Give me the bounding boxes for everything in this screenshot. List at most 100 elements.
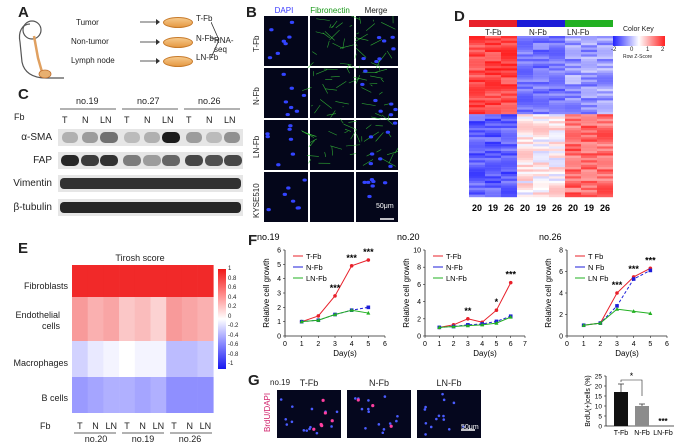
heatmap-cell (517, 52, 533, 55)
heatmap-cell (485, 82, 501, 85)
heatmap-cell (469, 77, 485, 80)
data-point (480, 322, 485, 327)
fibronectin-fiber (324, 151, 327, 158)
heatmap-cell (485, 40, 501, 44)
heatmap-cell (533, 157, 549, 161)
heatmap-cell (501, 45, 517, 48)
heatmap-cell (581, 194, 597, 198)
lane-label: T (186, 115, 192, 125)
fibronectin-fiber (381, 158, 396, 167)
nucleus (392, 121, 398, 125)
heatmap-cell (597, 139, 613, 142)
heatmap-cell (549, 109, 565, 113)
fibronectin-fiber (347, 64, 349, 70)
dapi-nucleus (424, 421, 428, 425)
significance-label: *** (330, 283, 341, 293)
heatmap-cell (517, 102, 533, 106)
heatmap-cell (501, 84, 517, 87)
heatmap-cell (565, 86, 581, 90)
heatmap-cell (501, 157, 517, 161)
x-tick-label: T-Fb (614, 430, 628, 437)
heatmap-cell (485, 141, 501, 145)
y-axis-label: Relative cell growth (544, 258, 553, 327)
heatmap-cell (597, 148, 613, 152)
panel-g: no.19 BrdU/DAPI T-Fb N-Fb LN-Fb 50μm (255, 372, 685, 444)
x-tick-label: 3 (466, 341, 470, 348)
heatmap-cell (581, 130, 597, 133)
heatmap-cell (501, 180, 517, 184)
legend-label: T-Fb (306, 252, 321, 261)
heatmap-cell (597, 162, 613, 165)
heatmap-cell (565, 169, 581, 172)
stain-label: BrdU/DAPI (263, 392, 272, 432)
heatmap-cell (533, 91, 549, 94)
significance-label: *** (363, 247, 374, 257)
heatmap-cell (517, 65, 533, 69)
row-endothelial: Endothelial cells (15, 310, 60, 331)
fibronectin-fiber (315, 31, 325, 35)
heatmap-cell (533, 130, 549, 133)
y-tick-label: 0 (277, 334, 281, 341)
sample-label: 26 (552, 203, 562, 213)
fibronectin-fiber (355, 74, 361, 84)
fibronectin-fiber (355, 48, 367, 58)
heatmap-cell (533, 72, 549, 76)
y-tick-label: 4 (417, 299, 421, 306)
heatmap-cell (501, 134, 517, 138)
heatmap-cell (469, 79, 485, 83)
heatmap-cell (581, 93, 597, 96)
heatmap-cell (501, 171, 517, 175)
blot-asma (58, 129, 243, 146)
heatmap-cell (517, 183, 533, 186)
brdu-nucleus (356, 398, 360, 402)
heatmap-cell (533, 146, 549, 149)
heatmap-cell (517, 123, 533, 126)
data-point (615, 291, 619, 295)
heatmap-cell (517, 63, 533, 67)
heatmap-cell (533, 88, 549, 92)
heatmap-cell (549, 180, 565, 184)
heatmap-cell (533, 82, 549, 85)
heatmap-cell (597, 54, 613, 57)
heatmap-cell (549, 137, 565, 140)
heatmap-cell (597, 40, 613, 44)
heatmap-cell (597, 157, 613, 161)
data-point (466, 317, 470, 321)
heatmap-cell (597, 151, 613, 154)
heatmap-cell (501, 118, 517, 122)
x-tick-label: 5 (494, 341, 498, 348)
fibronectin-fiber (327, 40, 330, 48)
converging-arrows (211, 22, 220, 59)
data-point (316, 314, 321, 318)
x-tick-label: 2 (452, 341, 456, 348)
lane-label: N (186, 421, 193, 431)
heatmap-cell (581, 86, 597, 90)
heatmap-cell (549, 70, 565, 73)
nucleus (378, 109, 383, 113)
heatmap-cell (565, 65, 581, 69)
nucleus (281, 39, 287, 43)
heatmap-cell (597, 84, 613, 87)
chart-title: no.26 (539, 232, 562, 242)
heatmap-cell (549, 100, 565, 103)
heatmap-cell (549, 52, 565, 55)
panel-letter-b: B (246, 4, 257, 21)
fibronectin-fiber (388, 153, 394, 164)
heatmap-cell (581, 79, 597, 83)
heatmap-cell (87, 297, 104, 341)
heatmap-cell (485, 111, 501, 115)
group-bar (469, 20, 517, 27)
blot-fap (58, 152, 243, 169)
legend-label: T-Fb (446, 252, 461, 261)
heatmap-cell (597, 174, 613, 177)
heatmap-cell (533, 75, 549, 78)
x-tick-label: 5 (366, 341, 370, 348)
heatmap-cell (549, 40, 565, 44)
heatmap-cell (549, 148, 565, 152)
fibronectin-fiber (365, 124, 372, 130)
dapi-nucleus (452, 401, 456, 405)
fibronectin-fiber (356, 32, 360, 35)
heatmap-cell (469, 178, 485, 182)
dapi-nucleus (330, 425, 333, 428)
heatmap-cell (549, 139, 565, 142)
